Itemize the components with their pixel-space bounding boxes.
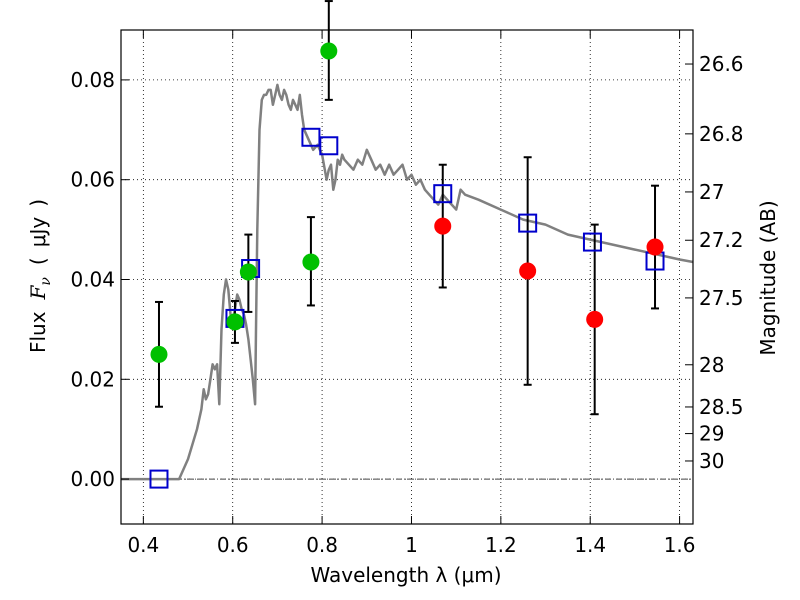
y-tick-label: 0.02 [70,367,115,391]
y-label-flux: Flux [26,311,50,353]
right-tick-label: 27 [699,180,724,204]
y-tick-label: 0.04 [70,267,115,291]
green-data-point [150,345,168,363]
x-tick-label: 0.8 [306,533,338,557]
error-bars [154,0,660,416]
x-tick-label: 1.4 [574,533,606,557]
model-photometry-squares [149,127,665,489]
y-label-open-paren: ( [26,257,50,265]
plot-frame [120,29,694,525]
observed-points [150,42,664,363]
x-tick-label: 1.6 [664,533,696,557]
red-data-point [586,310,604,328]
green-data-point [302,253,320,271]
y-tick-label: 0.00 [70,467,115,491]
model-square-marker [433,184,453,204]
right-tick-label: 30 [699,449,724,473]
right-tick-label: 26.8 [699,122,744,146]
y-tick-label: 0.08 [70,68,115,92]
right-tick-label: 26.6 [699,52,744,76]
red-data-point [434,217,452,235]
grid [121,30,693,524]
x-axis-label: Wavelength λ (μm) [310,563,501,587]
model-square-marker [582,232,602,252]
model-sed-curve [121,83,694,481]
y-label-f: F [26,284,50,300]
red-data-point [519,262,537,280]
y-tick-label: 0.06 [70,168,115,192]
model-square-marker [518,213,538,233]
y-label-unit: μJy [26,217,50,248]
red-data-point [646,238,664,256]
x-axis-ticks: 0.4 0.6 0.8 1 1.2 1.4 1.6 [127,30,696,557]
green-data-point [226,313,244,331]
green-data-point [239,263,257,281]
right-axis-label: Magnitude (AB) [756,200,780,355]
x-tick-label: 0.4 [127,533,159,557]
right-tick-label: 28 [699,353,724,377]
right-tick-label: 29 [699,422,724,446]
right-tick-label: 28.5 [699,395,744,419]
model-square-marker [149,469,169,489]
y-axis-label: Flux Fν ( μJy) [26,199,54,353]
x-tick-label: 1 [405,533,418,557]
x-tick-label: 0.6 [217,533,249,557]
y-axis-ticks: 0.00 0.02 0.04 0.06 0.08 [70,68,129,491]
green-data-point [320,42,338,60]
right-axis-ticks: 26.6 26.8 27 27.2 27.5 28 28.5 29 30 [685,52,744,473]
y-label-nu: ν [38,277,54,286]
right-tick-label: 27.2 [699,228,744,252]
right-tick-label: 27.5 [699,286,744,310]
model-square-marker [319,136,339,156]
y-label-close-paren: ) [26,199,50,207]
x-tick-label: 1.2 [485,533,517,557]
